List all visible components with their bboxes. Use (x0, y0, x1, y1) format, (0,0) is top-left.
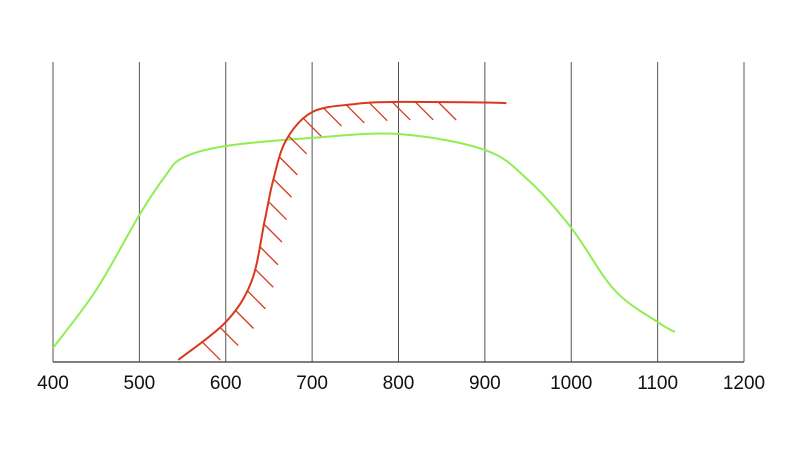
hatch (323, 107, 342, 127)
hatch (247, 290, 266, 310)
x-tick-label: 1200 (723, 373, 765, 394)
hatch (437, 101, 457, 121)
hatch (219, 327, 239, 347)
hatch (288, 135, 308, 155)
hatch (268, 201, 287, 221)
hatch (201, 341, 221, 361)
hatch (263, 223, 283, 243)
hatch (302, 117, 322, 137)
x-tick-label: 600 (210, 373, 242, 394)
hatch (278, 156, 298, 176)
hatch (254, 268, 274, 288)
hatch (391, 101, 411, 121)
x-tick-label: 400 (37, 373, 69, 394)
line (177, 100, 507, 361)
hatch (235, 310, 255, 329)
hatch (414, 101, 434, 121)
x-tick-label: 1000 (550, 373, 592, 394)
x-tick-label: 800 (383, 373, 415, 394)
line (52, 132, 676, 349)
x-tick-label: 900 (469, 373, 501, 394)
hatch (368, 102, 388, 122)
hatch (273, 178, 292, 198)
x-tick-label: 1100 (637, 373, 678, 394)
hatch (345, 104, 365, 124)
hatch (259, 246, 279, 266)
x-tick-label: 500 (124, 373, 156, 394)
x-tick-label: 700 (296, 373, 328, 394)
